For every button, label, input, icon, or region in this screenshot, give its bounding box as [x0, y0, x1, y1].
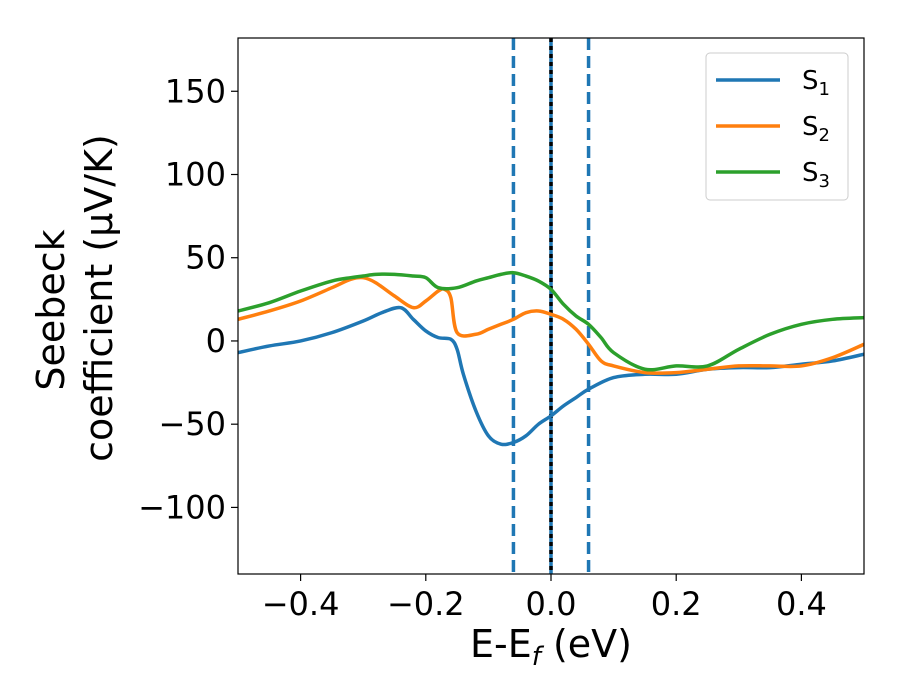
series-lines: [238, 270, 864, 447]
series-line-s2: [238, 275, 864, 375]
x-tick-label: 0.2: [651, 585, 702, 623]
y-axis-label-line2: coefficient (μV/K): [77, 134, 121, 462]
x-tick-label: 0.4: [776, 585, 827, 623]
x-axis-ticks: −0.4 −0.2 0.0 0.2 0.4: [262, 574, 827, 623]
vertical-lines: [511, 38, 591, 574]
legend-label-s2: S2: [802, 112, 830, 146]
legend-label-s1: S1: [802, 66, 830, 100]
x-axis-label-main: E-E: [470, 622, 532, 666]
x-axis-label: E-Ef (eV): [470, 622, 632, 672]
legend-label-s3: S3: [802, 158, 830, 192]
y-tick-label: 50: [185, 239, 226, 277]
x-tick-label: −0.2: [387, 585, 465, 623]
legend: S1 S2 S3: [705, 52, 849, 201]
y-tick-label: 100: [165, 155, 226, 193]
y-tick-label: 0: [206, 322, 226, 360]
y-axis-label-line1: Seebeck: [29, 229, 73, 390]
x-tick-label: 0.0: [526, 585, 577, 623]
y-axis-ticks: −100 −50 0 50 100 150: [138, 72, 238, 526]
x-tick-label: −0.4: [262, 585, 340, 623]
series-line-s3: [238, 270, 864, 372]
x-axis-label-unit: (eV): [541, 622, 632, 666]
y-tick-label: −100: [138, 488, 226, 526]
y-tick-label: −50: [158, 405, 226, 443]
y-tick-label: 150: [165, 72, 226, 110]
